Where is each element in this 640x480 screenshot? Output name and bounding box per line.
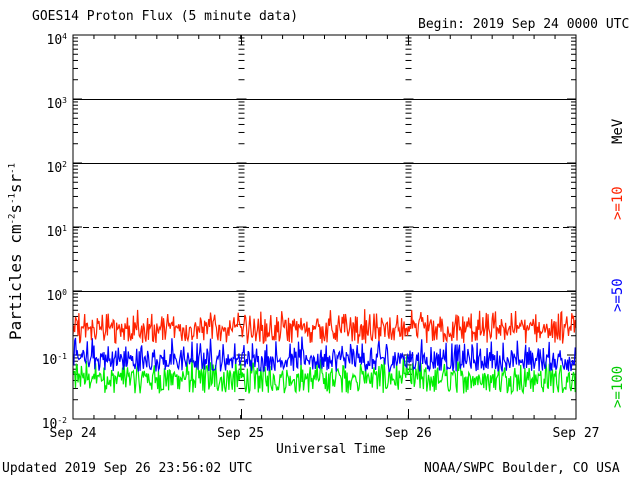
- y-tick-label: 100: [46, 288, 67, 304]
- legend-ge50: >=50: [610, 278, 626, 312]
- y-axis-label: Particles cm-2s-1sr-1: [6, 162, 25, 340]
- series-line-100: [72, 356, 577, 396]
- y-tick-label: 103: [46, 96, 67, 112]
- y-tick-label: 10-1: [41, 352, 67, 368]
- chart-title: GOES14 Proton Flux (5 minute data): [32, 9, 299, 24]
- legend-ge100: >=100: [610, 365, 626, 408]
- y-tick-label: 102: [46, 160, 67, 176]
- x-tick-label: Sep 24: [49, 426, 97, 441]
- y-tick-label: 101: [46, 224, 67, 240]
- x-tick-label: Sep 26: [384, 426, 432, 441]
- x-axis-label: Universal Time: [276, 442, 386, 457]
- footer-credit: NOAA/SWPC Boulder, CO USA: [424, 461, 620, 476]
- y-tick-label: 104: [46, 32, 67, 48]
- unit-label-mev: MeV: [610, 118, 626, 144]
- footer-updated: Updated 2019 Sep 26 23:56:02 UTC: [2, 461, 253, 476]
- x-tick-label: Sep 27: [552, 426, 600, 441]
- begin-label: Begin: 2019 Sep 24 0000 UTC: [418, 17, 630, 32]
- plot-frame-top: [72, 34, 577, 420]
- legend-ge10: >=10: [610, 186, 626, 220]
- series-line-50: [72, 336, 577, 373]
- series-line-10: [72, 309, 577, 344]
- x-tick-label: Sep 25: [217, 426, 265, 441]
- y-tick-label: 10-2: [41, 416, 67, 432]
